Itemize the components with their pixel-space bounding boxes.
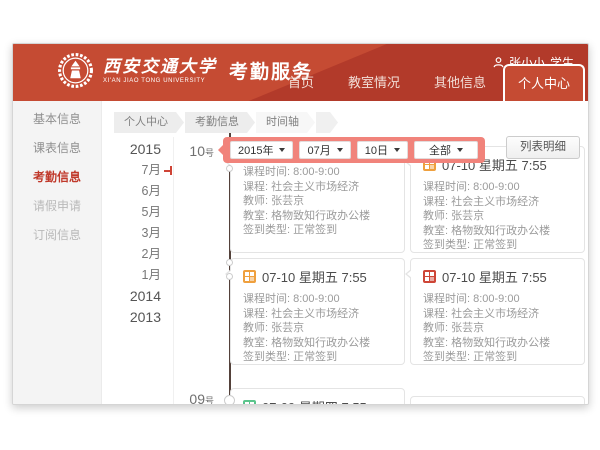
checkin-icon-red [423, 270, 436, 283]
card-field-teacher: 教师: 张芸京 [423, 210, 485, 222]
card-field-checkin-type: 签到类型: 正常签到 [243, 351, 338, 363]
card-field-course: 课程: 社会主义市场经济 [243, 307, 360, 320]
breadcrumb-attendance[interactable]: 考勤信息 [185, 112, 255, 133]
card-header: 07-10 星期五 7:55 [243, 267, 404, 286]
card-header: 07-09 星期四 7:55 [243, 397, 404, 404]
card-header: 07-10 星期五 7:55 [423, 267, 584, 286]
timeline-period-2013[interactable]: 2013 [129, 309, 161, 325]
attendance-card: 07-10 星期五 7:55 课程时间: 8:00-9:00 课程: 社会主义市… [405, 258, 585, 365]
timeline-period-2015[interactable]: 2015 [129, 141, 161, 157]
timeline-period-mar[interactable]: 3月 [141, 226, 161, 240]
year-select[interactable]: 2015年 [230, 141, 294, 159]
timeline-filter-bar: 2015年 07月 10日 全部 [218, 137, 485, 163]
card-title: 07-09 星期四 7:55 [262, 397, 367, 404]
app-title: 考勤服务 [229, 62, 314, 83]
breadcrumb-personal-center[interactable]: 个人中心 [114, 112, 184, 133]
card-field-checkin-type: 签到类型: 正常签到 [423, 351, 518, 363]
timeline-period-jan[interactable]: 1月 [141, 268, 161, 282]
chevron-down-icon [393, 148, 400, 152]
list-detail-button[interactable]: 列表明细 [506, 136, 580, 159]
timeline-dot [226, 259, 233, 266]
day-marker-09: 09号 [189, 391, 214, 405]
card-field-classroom: 教室: 格物致知行政办公楼 [243, 209, 371, 222]
card-field-checkin-type: 签到类型: 正常签到 [423, 239, 518, 251]
card-field-course: 课程: 社会主义市场经济 [423, 307, 540, 320]
card-field-classroom: 教室: 格物致知行政办公楼 [423, 336, 551, 349]
university-name: 西安交通大学 XI'AN JIAO TONG UNIVERSITY [103, 56, 217, 84]
chevron-down-icon [336, 148, 343, 152]
attendance-card: 07-10 星期五 7:55 课程时间: 8:00-9:00 课程: 社会主义市… [405, 146, 585, 253]
main-panel: 个人中心 考勤信息 时间轴 2015 7月 6月 5月 3月 2月 1月 201… [102, 101, 588, 404]
content-row: 基本信息 课表信息 考勤信息 请假申请 订阅信息 个人中心 考勤信息 时间轴 2… [13, 101, 588, 404]
card-title: 07-10 星期五 7:55 [442, 270, 547, 285]
checkin-icon-green [243, 400, 256, 404]
attendance-card [410, 396, 585, 404]
sidebar-item-attendance[interactable]: 考勤信息 [32, 170, 81, 184]
card-field-course: 课程: 社会主义市场经济 [243, 180, 360, 193]
user-icon [493, 57, 504, 68]
attendance-card: 07-09 星期四 7:55 [225, 388, 405, 404]
day-marker-10: 10号 [189, 143, 214, 159]
breadcrumb: 个人中心 考勤信息 时间轴 [114, 112, 339, 133]
card-field-teacher: 教师: 张芸京 [423, 322, 485, 334]
chevron-down-icon [456, 148, 463, 152]
card-field-course-time: 课程时间: 8:00-9:00 [423, 293, 520, 305]
timeline-dot [224, 395, 235, 404]
sidebar: 基本信息 课表信息 考勤信息 请假申请 订阅信息 [13, 101, 102, 404]
university-emblem-icon [58, 53, 93, 88]
card-field-classroom: 教室: 格物致知行政办公楼 [243, 336, 371, 349]
timeline-period-list: 2015 7月 6月 5月 3月 2月 1月 2014 2013 [102, 139, 161, 328]
checkin-icon-orange [243, 270, 256, 283]
month-select[interactable]: 07月 [299, 141, 351, 159]
brand-block: 西安交通大学 XI'AN JIAO TONG UNIVERSITY 考勤服务 [57, 52, 313, 89]
main-nav: 首页 教室情况 其他信息 个人中心 [271, 63, 585, 101]
current-month-marker [164, 166, 173, 175]
attendance-card: 课程时间: 8:00-9:00 课程: 社会主义市场经济 教师: 张芸京 教室:… [225, 146, 405, 253]
chevron-down-icon [279, 148, 286, 152]
day-select[interactable]: 10日 [356, 141, 408, 159]
timeline-period-may[interactable]: 5月 [141, 205, 161, 219]
breadcrumb-timeline[interactable]: 时间轴 [256, 112, 315, 133]
breadcrumb-spacer [316, 112, 338, 133]
timeline-period-2014[interactable]: 2014 [129, 288, 161, 304]
card-field-teacher: 教师: 张芸京 [243, 195, 305, 207]
rail-divider [173, 137, 174, 404]
attendance-card: 07-10 星期五 7:55 课程时间: 8:00-9:00 课程: 社会主义市… [225, 258, 405, 365]
card-field-classroom: 教室: 格物致知行政办公楼 [423, 224, 551, 237]
sidebar-item-schedule[interactable]: 课表信息 [32, 141, 81, 155]
timeline-dot [226, 273, 233, 280]
card-field-teacher: 教师: 张芸京 [243, 322, 305, 334]
app-header: 西安交通大学 XI'AN JIAO TONG UNIVERSITY 考勤服务 张… [13, 44, 588, 101]
timeline-period-feb[interactable]: 2月 [141, 247, 161, 261]
university-name-cn: 西安交通大学 [103, 56, 217, 76]
sidebar-item-leave-request[interactable]: 请假申请 [32, 199, 81, 213]
timeline-period-jul[interactable]: 7月 [141, 163, 161, 177]
card-field-course-time: 课程时间: 8:00-9:00 [423, 181, 520, 193]
sidebar-item-basic-info[interactable]: 基本信息 [32, 112, 81, 126]
card-field-course-time: 课程时间: 8:00-9:00 [243, 293, 340, 305]
timeline-period-jun[interactable]: 6月 [141, 184, 161, 198]
card-field-course-time: 课程时间: 8:00-9:00 [243, 166, 340, 178]
nav-item-classrooms[interactable]: 教室情况 [347, 75, 400, 90]
timeline-dot [226, 165, 233, 172]
type-select[interactable]: 全部 [413, 141, 478, 159]
card-field-course: 课程: 社会主义市场经济 [423, 195, 540, 208]
card-title: 07-10 星期五 7:55 [262, 270, 367, 285]
sidebar-item-subscription[interactable]: 订阅信息 [32, 228, 81, 242]
university-name-en: XI'AN JIAO TONG UNIVERSITY [103, 77, 206, 84]
nav-item-home[interactable]: 首页 [287, 75, 314, 90]
nav-item-other-info[interactable]: 其他信息 [433, 75, 486, 90]
app-window: 西安交通大学 XI'AN JIAO TONG UNIVERSITY 考勤服务 张… [12, 43, 589, 405]
card-field-checkin-type: 签到类型: 正常签到 [243, 224, 338, 236]
nav-tab-personal-center[interactable]: 个人中心 [502, 64, 585, 101]
